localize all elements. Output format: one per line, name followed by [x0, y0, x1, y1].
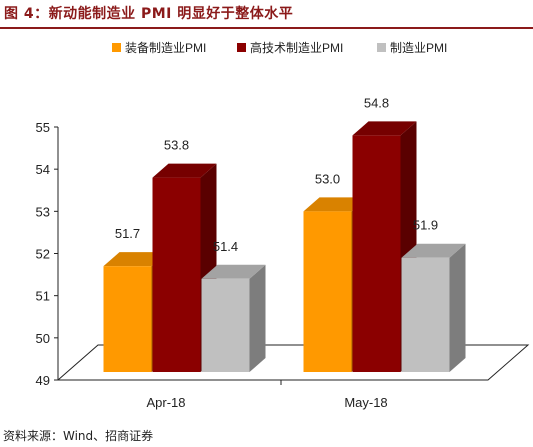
bar-top — [303, 197, 368, 212]
bar-top — [103, 252, 168, 267]
bar-top — [201, 264, 266, 279]
data-label-May-18-2: 54.8 — [364, 95, 389, 110]
legend-label-1: 装备制造业PMI — [125, 41, 206, 55]
title-divider — [0, 27, 533, 29]
data-label-Apr-18-1: 51.7 — [115, 226, 140, 241]
bar-front — [103, 266, 152, 372]
bar-front — [401, 257, 450, 372]
data-label-Apr-18-3: 51.4 — [213, 239, 238, 254]
bar-front — [201, 278, 250, 372]
chart-title: 图 4：新动能制造业 PMI 明显好于整体水平 — [4, 6, 294, 22]
x-tick-label-Apr-18: Apr-18 — [146, 395, 185, 410]
source-note: 资料来源：Wind、招商证券 — [3, 429, 154, 443]
x-tick-label-May-18: May-18 — [344, 395, 387, 410]
data-label-May-18-3: 51.9 — [413, 218, 438, 233]
bar-top — [401, 243, 466, 258]
data-label-Apr-18-2: 53.8 — [164, 138, 189, 153]
y-tick-label-55: 55 — [36, 120, 50, 135]
data-label-May-18-1: 53.0 — [315, 171, 340, 186]
bar-side — [449, 243, 466, 372]
bar-side — [249, 264, 266, 372]
legend-label-2: 高技术制造业PMI — [250, 40, 343, 55]
bar-top — [352, 121, 417, 136]
bar-Apr-18-2 — [152, 163, 217, 372]
y-tick-label-53: 53 — [36, 204, 50, 219]
y-tick-label-52: 52 — [36, 247, 50, 262]
y-tick-label-50: 50 — [36, 331, 50, 346]
bar-front — [152, 177, 201, 372]
bar-front — [303, 211, 352, 372]
bar-top — [152, 163, 217, 178]
legend-swatch-2 — [237, 43, 246, 52]
legend-swatch-3 — [377, 43, 386, 52]
legend-swatch-1 — [112, 43, 121, 52]
legend-label-3: 制造业PMI — [390, 41, 447, 55]
bar-front — [352, 135, 401, 372]
y-tick-label-54: 54 — [36, 162, 50, 177]
bar-Apr-18-3 — [201, 264, 266, 372]
y-tick-label-49: 49 — [36, 373, 50, 388]
y-tick-label-51: 51 — [36, 289, 50, 304]
bar-May-18-3 — [401, 243, 466, 372]
